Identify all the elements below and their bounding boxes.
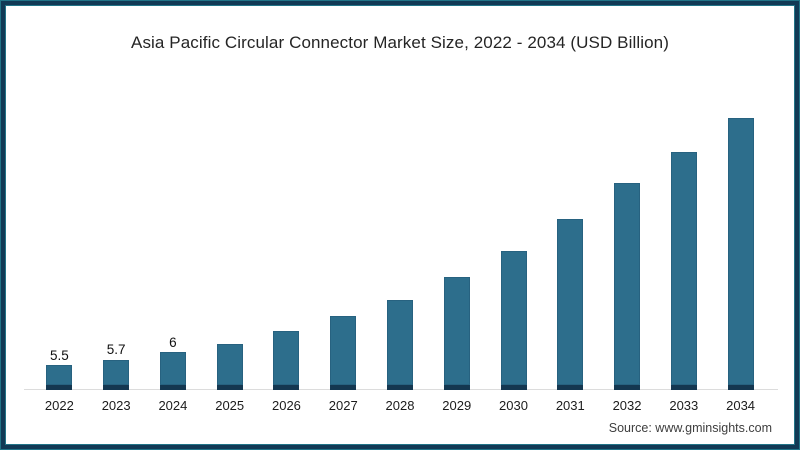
bar	[727, 118, 754, 390]
bar-column	[258, 100, 315, 390]
x-axis-label: 2024	[158, 398, 188, 413]
bar-column	[542, 100, 599, 390]
bar-column	[201, 100, 258, 390]
bar-column	[315, 100, 372, 390]
x-axis-label: 2026	[271, 398, 301, 413]
x-axis-label: 2033	[669, 398, 699, 413]
bar-column	[372, 100, 429, 390]
x-axis-label: 2030	[499, 398, 528, 413]
x-axis-label: 2029	[442, 398, 472, 413]
bar	[216, 344, 243, 390]
bar-column	[712, 100, 769, 390]
bar-value-label: 6	[169, 334, 177, 350]
x-axis-label: 2028	[385, 398, 415, 413]
bar	[614, 183, 641, 390]
bar	[443, 276, 470, 390]
bar-column: 6	[145, 100, 202, 390]
bar-column	[485, 100, 542, 390]
bar-value-label: 5.5	[49, 347, 69, 363]
bar	[330, 315, 357, 390]
x-axis-label: 2027	[328, 398, 358, 413]
bar-column: 5.7	[88, 100, 145, 390]
x-axis-labels: 2022 2023 2024 2025 2026 2027 2028 2029 2030 2031…	[31, 398, 769, 413]
chart-title: Asia Pacific Circular Connector Market S…	[131, 33, 669, 52]
bar	[159, 352, 186, 390]
x-axis-label: 2034	[726, 398, 756, 413]
bar-column	[655, 100, 712, 390]
bar-column: 5.5	[31, 100, 88, 390]
x-axis-label: 2032	[612, 398, 642, 413]
x-axis-label: 2023	[101, 398, 131, 413]
bar	[557, 219, 584, 390]
bar	[46, 365, 73, 390]
plot-area: 5.5 5.7 6	[31, 100, 769, 390]
bar	[103, 359, 130, 390]
source-attribution: Source: www.gminsights.com	[608, 421, 772, 435]
x-axis-label: 2031	[555, 398, 585, 413]
x-axis-label: 2022	[44, 398, 74, 413]
bar	[500, 250, 527, 390]
bar-column	[599, 100, 656, 390]
bar	[386, 300, 413, 390]
bar-value-label: 5.7	[106, 342, 126, 358]
x-axis-label: 2025	[215, 398, 245, 413]
bar-column	[428, 100, 485, 390]
bar	[670, 151, 697, 390]
bar	[273, 331, 300, 390]
